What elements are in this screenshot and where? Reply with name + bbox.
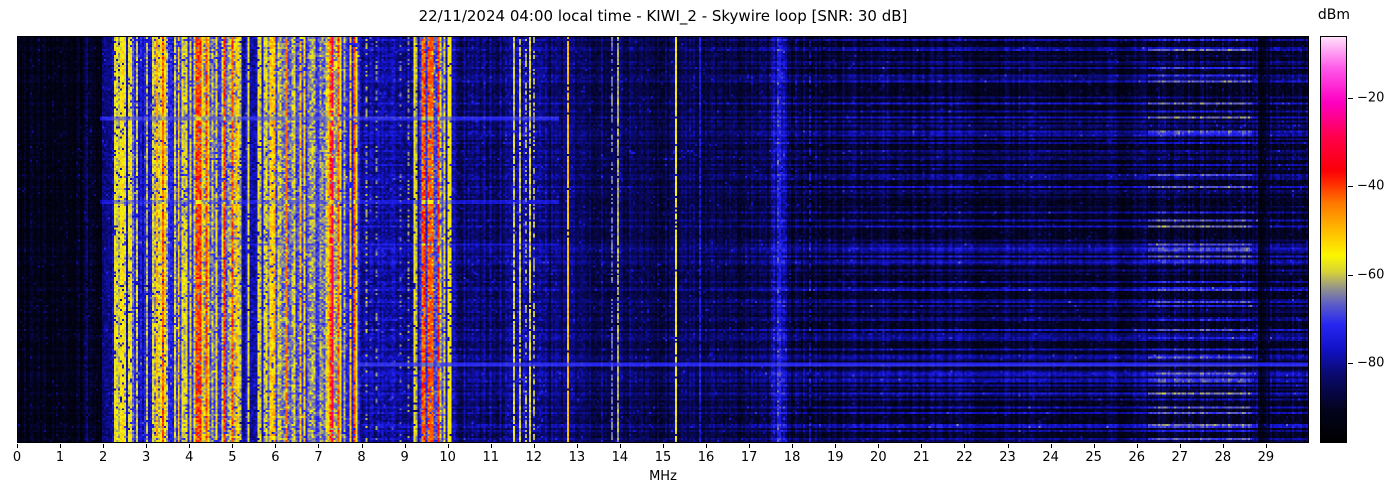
- x-tick-label: 10: [439, 450, 456, 465]
- colorbar-tick-label: −60: [1357, 267, 1385, 283]
- x-tick-label: 0: [12, 450, 22, 465]
- x-tick-mark: [1222, 444, 1224, 448]
- x-tick-mark: [275, 444, 277, 448]
- spectrogram-canvas: [18, 37, 1308, 442]
- colorbar: [1320, 36, 1347, 443]
- x-tick-mark: [404, 444, 406, 448]
- x-tick-mark: [706, 444, 708, 448]
- x-tick-mark: [146, 444, 148, 448]
- spectrogram-plot-area: [17, 36, 1309, 443]
- x-tick-mark: [619, 444, 621, 448]
- x-tick-mark: [1007, 444, 1009, 448]
- x-tick-mark: [447, 444, 449, 448]
- x-tick-mark: [189, 444, 191, 448]
- x-tick-label: 3: [142, 450, 151, 465]
- x-tick-mark: [835, 444, 837, 448]
- x-tick-mark: [576, 444, 578, 448]
- x-tick-label: 22: [956, 450, 973, 465]
- x-tick-label: 23: [999, 450, 1016, 465]
- x-tick-label: 13: [568, 450, 586, 465]
- x-tick-label: 24: [1042, 450, 1059, 465]
- plot-title: 22/11/2024 04:00 local time - KIWI_2 - S…: [418, 7, 908, 25]
- x-tick-label: 5: [228, 450, 237, 465]
- x-tick-mark: [663, 444, 664, 448]
- x-tick-label: 26: [1128, 450, 1145, 465]
- x-tick-mark: [17, 444, 18, 448]
- x-tick-mark: [878, 444, 880, 448]
- x-tick-label: 9: [400, 450, 409, 465]
- x-tick-label: 25: [1085, 450, 1102, 465]
- x-tick-label: 28: [1214, 450, 1232, 465]
- x-tick-label: 7: [314, 450, 323, 465]
- colorbar-tick-mark: [1348, 274, 1353, 276]
- x-tick-mark: [1136, 444, 1138, 448]
- x-tick-label: 2: [98, 450, 108, 465]
- x-tick-mark: [1093, 444, 1095, 448]
- x-tick-label: 21: [913, 450, 930, 465]
- colorbar-tick-mark: [1348, 97, 1353, 99]
- x-tick-label: 1: [55, 450, 65, 465]
- x-tick-mark: [361, 444, 363, 448]
- x-tick-label: 20: [870, 450, 887, 465]
- x-tick-label: 6: [271, 450, 280, 465]
- x-tick-mark: [749, 444, 751, 448]
- x-tick-label: 27: [1171, 450, 1189, 465]
- x-tick-mark: [103, 444, 105, 448]
- x-tick-label: 17: [740, 450, 758, 465]
- colorbar-tick-label: −20: [1357, 90, 1385, 106]
- x-tick-label: 29: [1257, 450, 1275, 465]
- x-tick-label: 18: [783, 450, 801, 465]
- x-tick-label: 12: [525, 450, 543, 465]
- x-tick-mark: [792, 444, 794, 448]
- x-tick-label: 8: [357, 450, 366, 465]
- x-tick-mark: [60, 444, 62, 448]
- x-tick-mark: [533, 444, 535, 448]
- x-tick-mark: [490, 444, 492, 448]
- x-tick-label: 15: [654, 450, 672, 465]
- x-tick-label: 4: [185, 450, 194, 465]
- colorbar-tick-mark: [1348, 186, 1353, 188]
- x-tick-mark: [964, 444, 966, 448]
- x-tick-mark: [1179, 444, 1181, 448]
- x-tick-label: 16: [697, 450, 715, 465]
- x-tick-label: 11: [482, 450, 499, 465]
- x-tick-mark: [232, 444, 234, 448]
- x-tick-mark: [921, 444, 923, 448]
- x-tick-mark: [1265, 444, 1267, 448]
- x-tick-mark: [1050, 444, 1052, 448]
- x-axis-label: MHz: [649, 469, 677, 484]
- x-tick-mark: [318, 444, 320, 448]
- colorbar-tick-label: −40: [1357, 178, 1385, 194]
- colorbar-tick-mark: [1348, 363, 1353, 365]
- colorbar-tick-label: −80: [1357, 355, 1385, 371]
- colorbar-label: dBm: [1317, 7, 1351, 23]
- x-tick-label: 14: [611, 450, 629, 465]
- x-tick-label: 19: [826, 450, 844, 465]
